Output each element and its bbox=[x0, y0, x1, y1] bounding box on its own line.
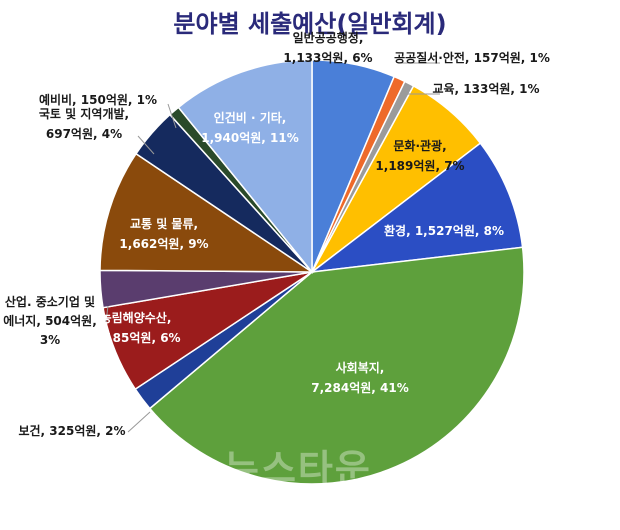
slice-label-line: 1,662억원, 9% bbox=[119, 237, 208, 251]
leader-line bbox=[105, 305, 109, 323]
slice-label-line: 인건비 · 기타, bbox=[214, 110, 287, 125]
slice-label-line: 농림해양수산, bbox=[101, 310, 172, 325]
slice-data-label: 일반공공행정, 1,133억원, 6% bbox=[283, 30, 372, 65]
slice-label-line: 산업. 중소기업 및 bbox=[5, 294, 95, 309]
slice-label-line: 1,940억원, 11% bbox=[201, 131, 299, 145]
slice-data-label: 문화·관광, 1,189억원, 7% bbox=[375, 138, 464, 173]
leader-line bbox=[167, 103, 177, 129]
slice-label-line: 사회복지, bbox=[336, 360, 385, 375]
slice-label-line: 1,133억원, 6% bbox=[283, 51, 372, 65]
slice-data-label: 국토 및 지역개발, 697억원, 4% bbox=[39, 106, 129, 141]
slice-label-line: 예비비, 150억원, 1% bbox=[39, 92, 157, 107]
slice-data-label: 공공질서·안전, 157억원, 1% bbox=[394, 50, 550, 65]
slice-label-line: 환경, 1,527억원, 8% bbox=[384, 223, 504, 238]
slice-data-label: 인건비 · 기타, 1,940억원, 11% bbox=[201, 110, 299, 145]
slice-data-label: 보건, 325억원, 2% bbox=[18, 423, 125, 438]
slice-data-label: 환경, 1,527억원, 8% bbox=[384, 223, 504, 238]
slice-data-label: 농림해양수산, 1,185억원, 6% bbox=[91, 310, 180, 345]
slice-data-label: 사회복지, 7,284억원, 41% bbox=[311, 360, 409, 395]
watermark-logo: 뉴스타운 bbox=[224, 447, 372, 491]
slice-label-line: 국토 및 지역개발, bbox=[39, 106, 129, 121]
pie-slice bbox=[99, 152, 315, 273]
slice-label-line: 1,189억원, 7% bbox=[375, 159, 464, 173]
pie-slice bbox=[309, 142, 524, 274]
leader-line bbox=[127, 411, 151, 433]
slice-label-line: 교통 및 물류, bbox=[130, 216, 198, 231]
slice-label-line: 문화·관광, bbox=[393, 138, 446, 153]
slice-label-line: 공공질서·안전, 157억원, 1% bbox=[394, 50, 550, 65]
chart-title: 분야별 세출예산(일반회계) bbox=[173, 10, 447, 38]
slice-label-line: 3% bbox=[40, 333, 60, 347]
slice-label-line: 1,185억원, 6% bbox=[91, 331, 180, 345]
slice-data-label: 교통 및 물류, 1,662억원, 9% bbox=[119, 216, 208, 251]
leader-line bbox=[137, 135, 155, 155]
slice-label-line: 에너지, 504억원, bbox=[3, 313, 97, 328]
slice-label-line: 교육, 133억원, 1% bbox=[432, 81, 539, 96]
slice-label-line: 7,284억원, 41% bbox=[311, 381, 409, 395]
pie-slice bbox=[177, 59, 313, 275]
slice-label-line: 일반공공행정, bbox=[293, 30, 364, 45]
slice-label-line: 697억원, 4% bbox=[46, 127, 122, 141]
slice-label-line: 보건, 325억원, 2% bbox=[18, 423, 125, 438]
slice-data-label: 교육, 133억원, 1% bbox=[432, 81, 539, 96]
slice-data-label: 예비비, 150억원, 1% bbox=[39, 92, 157, 107]
pie-slice bbox=[148, 246, 525, 485]
